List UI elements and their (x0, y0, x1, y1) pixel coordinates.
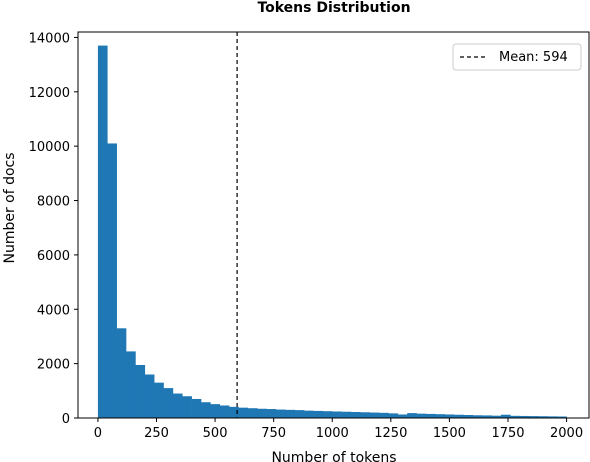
x-tick-label: 1000 (316, 426, 349, 441)
y-axis-ticks: 0 2000 4000 6000 8000 10000 12000 14000 (29, 31, 78, 427)
histogram-bar (144, 374, 155, 418)
histogram-bar (163, 388, 174, 418)
histogram-bar (500, 414, 511, 418)
histogram-bar (116, 328, 127, 418)
y-tick-label: 8000 (37, 195, 70, 210)
histogram-bar (369, 412, 380, 418)
histogram-bar (247, 408, 258, 418)
histogram-bar (472, 415, 483, 418)
histogram-bar (201, 402, 211, 418)
y-axis-label: Number of docs (2, 152, 18, 263)
histogram-bar (107, 143, 117, 418)
histogram-bar (491, 415, 502, 418)
histogram-bar (397, 414, 408, 418)
x-tick-label: 0 (94, 426, 102, 441)
x-tick-label: 1750 (491, 426, 524, 441)
y-tick-label: 0 (62, 412, 70, 427)
histogram-bar (407, 413, 417, 418)
legend: Mean: 594 (452, 43, 582, 71)
histogram-bar (210, 404, 221, 418)
histogram-bar (454, 414, 464, 418)
y-tick-label: 6000 (37, 249, 70, 264)
histogram-bar (304, 410, 314, 418)
y-tick-label: 10000 (29, 140, 70, 155)
histogram-bar (350, 412, 361, 418)
histogram-bar (379, 412, 389, 418)
y-tick-label: 4000 (37, 303, 70, 318)
histogram-bar (266, 409, 277, 418)
x-tick-label: 750 (261, 426, 286, 441)
histogram-bar (322, 411, 333, 418)
histogram-bar (519, 415, 530, 418)
legend-box (452, 43, 582, 71)
histogram-bar (172, 393, 183, 418)
x-tick-label: 250 (144, 426, 169, 441)
histogram-bar (416, 413, 427, 418)
histogram-bar (154, 382, 164, 418)
x-tick-label: 1250 (374, 426, 407, 441)
histogram-bar (425, 413, 436, 418)
histogram-bar (510, 415, 520, 418)
histogram-bar (444, 414, 455, 418)
histogram-bar (135, 364, 146, 418)
histogram-bar (257, 408, 267, 418)
histogram-bar (463, 415, 474, 418)
histogram-bar (529, 416, 539, 418)
histogram-bar (182, 396, 192, 418)
histogram-bar (360, 412, 371, 418)
histogram-bar (276, 409, 286, 418)
histogram-bar (285, 409, 296, 418)
histogram-bar (388, 413, 399, 418)
legend-mean-label: Mean: 594 (499, 50, 568, 65)
y-tick-label: 2000 (37, 358, 70, 373)
x-tick-label: 1500 (433, 426, 466, 441)
histogram-bar (238, 407, 249, 418)
histogram-bar (191, 398, 202, 418)
histogram-bar (126, 351, 136, 418)
x-tick-label: 500 (203, 426, 228, 441)
histogram-bar (341, 411, 352, 418)
y-tick-label: 14000 (29, 31, 70, 46)
plot-frame (77, 31, 590, 419)
histogram-bar (538, 416, 549, 418)
histogram-bar (294, 410, 305, 418)
histogram-bar (482, 415, 492, 418)
histogram-bar (557, 416, 567, 418)
y-tick-label: 12000 (29, 86, 70, 101)
histogram-bar (219, 405, 230, 418)
histogram-bar (547, 416, 558, 418)
histogram-bar (332, 411, 342, 418)
histogram-bar (229, 406, 239, 418)
x-tick-label: 2000 (550, 426, 583, 441)
histogram-bar (313, 410, 324, 418)
x-axis-ticks: 0 250 500 750 1000 1250 1500 1750 2000 (94, 418, 583, 441)
chart-title: Tokens Distribution (257, 0, 410, 16)
histogram-bar (435, 414, 446, 418)
histogram-bar (97, 45, 108, 419)
histogram-bars (97, 45, 567, 419)
x-axis-label: Number of tokens (271, 450, 396, 462)
